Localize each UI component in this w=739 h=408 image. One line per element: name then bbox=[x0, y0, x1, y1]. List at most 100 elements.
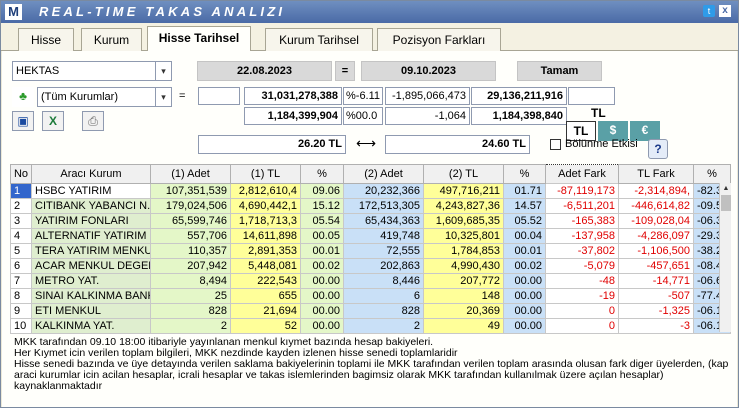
tab-kurum-tarihsel[interactable]: Kurum Tarihsel bbox=[265, 28, 373, 51]
row-adet-fark: 0 bbox=[545, 318, 619, 334]
table-row[interactable]: 3 YATIRIM FONLARI 65,599,746 1,718,713,3 05.… bbox=[10, 213, 731, 229]
symbol-value: HEKTAS bbox=[16, 65, 60, 77]
col-adet-fark[interactable]: Adet Fark bbox=[545, 164, 619, 184]
row-adet-fark: -19 bbox=[545, 288, 619, 304]
row-pct-1: 15.12 bbox=[300, 198, 344, 214]
help-icon[interactable]: ? bbox=[648, 139, 668, 159]
table-row[interactable]: 8 SINAI KALKINMA BANK 25 655 00.00 6 148 00.00-… bbox=[10, 288, 731, 304]
row-tl-fark: -507 bbox=[618, 288, 694, 304]
bolunme-checkbox[interactable] bbox=[550, 139, 561, 150]
row-pct-1: 00.00 bbox=[300, 303, 344, 319]
chevron-down-icon[interactable]: ▾ bbox=[155, 88, 171, 106]
users-icon[interactable]: ♣ bbox=[12, 87, 34, 107]
unit-usd-button[interactable]: $ bbox=[598, 121, 628, 141]
row-kurum: CITIBANK YABANCI N. bbox=[31, 198, 151, 214]
table-row[interactable]: 2 CITIBANK YABANCI N. 179,024,506 4,690,442… bbox=[10, 198, 731, 214]
row-pct-1: 09.06 bbox=[300, 183, 344, 199]
row-tl-2: 10,325,801 bbox=[423, 228, 504, 244]
row-no: 8 bbox=[10, 288, 32, 304]
twitter-icon[interactable]: t bbox=[703, 5, 715, 17]
fark-adet: -1,895,066,473 bbox=[385, 87, 470, 105]
col-tl-1[interactable]: (1) TL bbox=[230, 164, 301, 184]
symbol-combo[interactable]: HEKTAS ▾ bbox=[12, 61, 172, 81]
col-tl-2[interactable]: (2) TL bbox=[423, 164, 504, 184]
excel-icon[interactable]: X bbox=[42, 111, 64, 131]
table-row[interactable]: 5 TERA YATIRIM MENKU 110,357 2,891,353 00.01… bbox=[10, 243, 731, 259]
table-row[interactable]: 7 METRO YAT. 8,494 222,543 00.00 8,446 207,772… bbox=[10, 273, 731, 289]
unit-tl-button[interactable]: TL bbox=[566, 121, 596, 141]
row-kurum: KALKINMA YAT. bbox=[31, 318, 151, 334]
row-tl-1: 1,718,713,3 bbox=[230, 213, 301, 229]
table-row[interactable]: 1 HSBC YATIRIM 107,351,539 2,812,610,4 09.06… bbox=[10, 183, 731, 199]
adet-1: 31,031,278,388 bbox=[244, 87, 342, 105]
title-bar: M REAL-TIME TAKAS ANALIZI t x bbox=[1, 1, 738, 23]
col-adet-1[interactable]: (1) Adet bbox=[150, 164, 231, 184]
col-pct-2[interactable]: % bbox=[503, 164, 546, 184]
note-line: araci kurumlar icin acilan hesaplar, icr… bbox=[14, 370, 664, 381]
print-icon[interactable]: ⎙ bbox=[82, 111, 104, 131]
kurum-combo[interactable]: (Tüm Kurumlar) ▾ bbox=[37, 87, 172, 107]
row-adet-2: 172,513,305 bbox=[343, 198, 424, 214]
blank-field-2 bbox=[568, 87, 615, 105]
date-from[interactable]: 22.08.2023 bbox=[197, 61, 332, 81]
row-no: 10 bbox=[10, 318, 32, 334]
row-adet-2: 65,434,363 bbox=[343, 213, 424, 229]
row-kurum: ALTERNATIF YATIRIM bbox=[31, 228, 151, 244]
row-adet-fark: -5,079 bbox=[545, 258, 619, 274]
note-line: Her Kıymet icin verilen toplam bilgileri… bbox=[14, 348, 458, 359]
row-tl-1: 222,543 bbox=[230, 273, 301, 289]
pct-change-tl: %00.0 bbox=[343, 107, 383, 125]
tab-pozisyon-farklari[interactable]: Pozisyon Farkları bbox=[377, 28, 501, 51]
row-pct-1: 00.05 bbox=[300, 228, 344, 244]
tab-kurum[interactable]: Kurum bbox=[81, 28, 142, 51]
table-row[interactable]: 9 ETI MENKUL 828 21,694 00.00 828 20,369 00.00 0… bbox=[10, 303, 731, 319]
row-adet-2: 828 bbox=[343, 303, 424, 319]
row-tl-1: 52 bbox=[230, 318, 301, 334]
pct-change-adet: %-6.11 bbox=[343, 87, 383, 105]
table-row[interactable]: 6 ACAR MENKUL DEGER 207,942 5,448,081 00.02 2… bbox=[10, 258, 731, 274]
save-icon[interactable]: ▣ bbox=[12, 111, 34, 131]
scroll-thumb[interactable] bbox=[721, 195, 731, 211]
close-icon[interactable]: x bbox=[719, 5, 731, 17]
col-pct-1[interactable]: % bbox=[300, 164, 344, 184]
row-tl-1: 655 bbox=[230, 288, 301, 304]
col-adet-2[interactable]: (2) Adet bbox=[343, 164, 424, 184]
scroll-up-icon[interactable]: ▲ bbox=[722, 185, 730, 192]
row-no: 2 bbox=[10, 198, 32, 214]
tamam-button[interactable]: Tamam bbox=[517, 61, 602, 81]
row-adet-1: 828 bbox=[150, 303, 231, 319]
col-pct-fark[interactable]: % bbox=[693, 164, 731, 184]
col-tl-fark[interactable]: TL Fark bbox=[618, 164, 694, 184]
vertical-scrollbar[interactable]: ▲ bbox=[719, 183, 731, 332]
row-pct-1: 00.00 bbox=[300, 273, 344, 289]
table-row[interactable]: 4 ALTERNATIF YATIRIM 557,706 14,611,898 00.0… bbox=[10, 228, 731, 244]
row-tl-fark: -4,286,097 bbox=[618, 228, 694, 244]
bolunme-label: Bölünme Etkisi bbox=[565, 138, 638, 150]
row-adet-fark: 0 bbox=[545, 303, 619, 319]
row-pct-2: 00.00 bbox=[503, 273, 546, 289]
chevron-down-icon[interactable]: ▾ bbox=[155, 62, 171, 80]
tab-hisse[interactable]: Hisse bbox=[18, 28, 74, 51]
row-adet-1: 2 bbox=[150, 318, 231, 334]
col-araci-kurum[interactable]: Aracı Kurum bbox=[31, 164, 151, 184]
table-row[interactable]: 10 KALKINMA YAT. 2 52 00.00 2 49 00.00 0 -3 -06.11 bbox=[10, 318, 731, 334]
row-pct-1: 00.00 bbox=[300, 288, 344, 304]
arrow-icon: ⟷ bbox=[356, 135, 377, 151]
tab-hisse-tarihsel[interactable]: Hisse Tarihsel bbox=[147, 26, 251, 52]
date-to[interactable]: 09.10.2023 bbox=[361, 61, 496, 81]
row-adet-2: 20,232,366 bbox=[343, 183, 424, 199]
row-tl-2: 207,772 bbox=[423, 273, 504, 289]
row-tl-2: 148 bbox=[423, 288, 504, 304]
row-tl-fark: -2,314,894, bbox=[618, 183, 694, 199]
row-no: 7 bbox=[10, 273, 32, 289]
price-2: 24.60 TL bbox=[385, 135, 530, 154]
unit-eur-button[interactable]: € bbox=[630, 121, 660, 141]
row-pct-2: 00.04 bbox=[503, 228, 546, 244]
row-pct-1: 00.01 bbox=[300, 243, 344, 259]
note-line: Hisse senedi bazında ve üye detayında ve… bbox=[14, 359, 729, 370]
table-header: No Aracı Kurum (1) Adet (1) TL % (2) Ade… bbox=[10, 164, 731, 184]
row-tl-1: 2,891,353 bbox=[230, 243, 301, 259]
col-no[interactable]: No bbox=[10, 164, 32, 184]
row-pct-2: 14.57 bbox=[503, 198, 546, 214]
row-kurum: METRO YAT. bbox=[31, 273, 151, 289]
